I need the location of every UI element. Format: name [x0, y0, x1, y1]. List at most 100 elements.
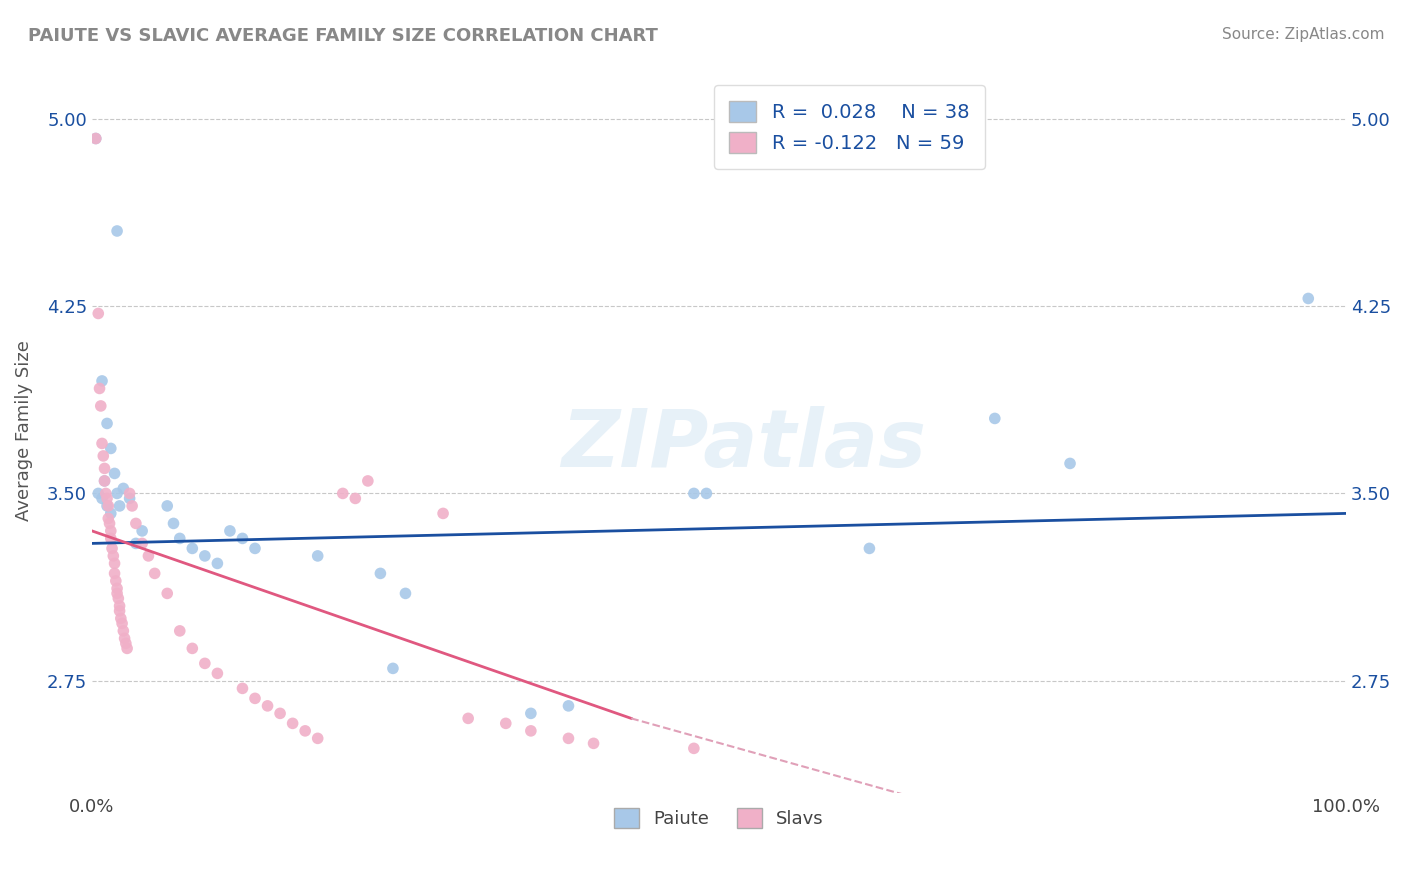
Point: [108, 599, 131, 613]
Point: [103, 566, 125, 581]
Point: [169, 532, 191, 546]
Point: [101, 541, 124, 556]
Point: [156, 586, 179, 600]
Point: [231, 532, 253, 546]
Point: [683, 741, 706, 756]
Point: [381, 661, 404, 675]
Point: [683, 486, 706, 500]
Point: [219, 524, 242, 538]
Point: [582, 736, 605, 750]
Point: [243, 691, 266, 706]
Legend: Paiute, Slavs: Paiute, Slavs: [607, 801, 831, 835]
Point: [114, 632, 136, 646]
Point: [108, 499, 131, 513]
Point: [110, 611, 132, 625]
Text: ZIPatlas: ZIPatlas: [561, 407, 927, 484]
Point: [143, 566, 166, 581]
Point: [100, 507, 122, 521]
Point: [156, 499, 179, 513]
Point: [457, 711, 479, 725]
Point: [281, 716, 304, 731]
Point: [125, 516, 148, 531]
Point: [89, 381, 111, 395]
Point: [557, 698, 579, 713]
Point: [105, 486, 128, 500]
Point: [1296, 292, 1319, 306]
Point: [495, 716, 517, 731]
Point: [1059, 457, 1081, 471]
Point: [91, 436, 114, 450]
Point: [100, 532, 122, 546]
Point: [105, 586, 128, 600]
Point: [370, 566, 392, 581]
Point: [332, 486, 354, 500]
Point: [194, 657, 217, 671]
Text: PAIUTE VS SLAVIC AVERAGE FAMILY SIZE CORRELATION CHART: PAIUTE VS SLAVIC AVERAGE FAMILY SIZE COR…: [28, 27, 658, 45]
Point: [100, 524, 122, 538]
Point: [115, 636, 138, 650]
Point: [858, 541, 880, 556]
Point: [207, 666, 229, 681]
Point: [520, 723, 543, 738]
Point: [90, 399, 112, 413]
Point: [98, 516, 121, 531]
Point: [97, 511, 120, 525]
Point: [294, 723, 316, 738]
Point: [695, 486, 717, 500]
Point: [87, 306, 110, 320]
Point: [125, 536, 148, 550]
Point: [138, 549, 160, 563]
Point: [103, 557, 125, 571]
Point: [256, 698, 278, 713]
Point: [112, 624, 135, 638]
Point: [307, 731, 329, 746]
Point: [207, 557, 229, 571]
Point: [162, 516, 184, 531]
Point: [84, 131, 107, 145]
Point: [94, 486, 117, 500]
Point: [96, 491, 118, 506]
Point: [181, 641, 204, 656]
Point: [357, 474, 380, 488]
Point: [344, 491, 367, 506]
Point: [118, 491, 141, 506]
Point: [111, 616, 134, 631]
Point: [87, 486, 110, 500]
Point: [91, 491, 114, 506]
Point: [181, 541, 204, 556]
Point: [108, 604, 131, 618]
Point: [520, 706, 543, 721]
Text: Source: ZipAtlas.com: Source: ZipAtlas.com: [1222, 27, 1385, 42]
Point: [100, 442, 122, 456]
Point: [103, 467, 125, 481]
Point: [104, 574, 127, 588]
Point: [169, 624, 191, 638]
Point: [93, 461, 115, 475]
Point: [105, 224, 128, 238]
Point: [194, 549, 217, 563]
Point: [93, 474, 115, 488]
Point: [107, 591, 129, 606]
Y-axis label: Average Family Size: Average Family Size: [15, 341, 32, 521]
Point: [93, 474, 115, 488]
Point: [112, 482, 135, 496]
Point: [97, 499, 120, 513]
Point: [84, 131, 107, 145]
Point: [394, 586, 416, 600]
Point: [103, 549, 125, 563]
Point: [105, 582, 128, 596]
Point: [307, 549, 329, 563]
Point: [118, 486, 141, 500]
Point: [91, 374, 114, 388]
Point: [115, 641, 138, 656]
Point: [121, 499, 143, 513]
Point: [231, 681, 253, 696]
Point: [96, 417, 118, 431]
Point: [269, 706, 291, 721]
Point: [557, 731, 579, 746]
Point: [131, 524, 153, 538]
Point: [984, 411, 1007, 425]
Point: [96, 499, 118, 513]
Point: [243, 541, 266, 556]
Point: [91, 449, 114, 463]
